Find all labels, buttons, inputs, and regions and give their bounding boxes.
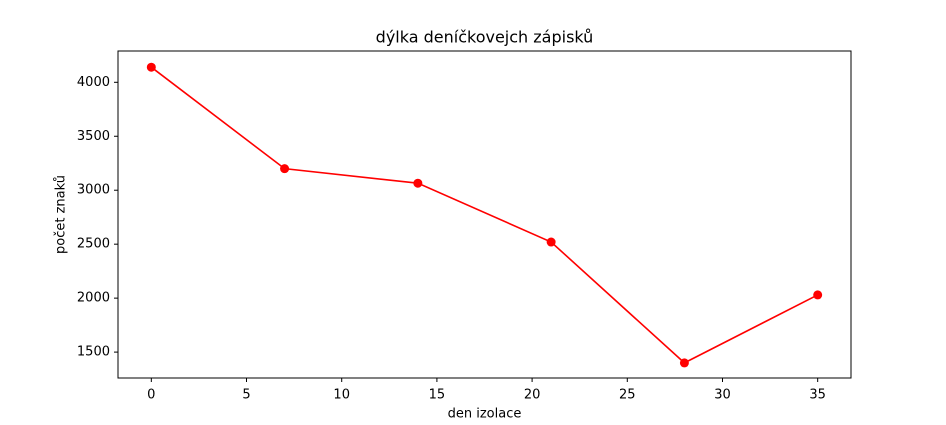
- x-tick-label: 25: [619, 388, 636, 403]
- x-tick-label: 30: [714, 388, 731, 403]
- x-tick-label: 5: [242, 388, 250, 403]
- x-tick-label: 15: [429, 388, 446, 403]
- line: [150, 66, 819, 364]
- y-tick-label: 1500: [77, 345, 110, 360]
- marker: [813, 290, 823, 300]
- y-tick-label: 2500: [77, 237, 110, 252]
- y-tick-label: 3000: [77, 183, 110, 198]
- x-tick-label: 20: [524, 388, 541, 403]
- marker: [146, 62, 156, 72]
- marker: [413, 178, 423, 188]
- x-tick-label: 0: [147, 388, 155, 403]
- marker: [546, 237, 556, 247]
- y-tick-label: 2000: [77, 291, 110, 306]
- y-tick-label: 4000: [77, 75, 110, 90]
- chart-title: dýlka deníčkovejch zápisků: [376, 28, 594, 47]
- y-tick-label: 3500: [77, 129, 110, 144]
- plot-frame: [117, 50, 852, 379]
- marker: [280, 164, 290, 174]
- x-axis-label: den izolace: [448, 407, 522, 422]
- x-tick-label: 35: [809, 388, 826, 403]
- x-tick-label: 10: [333, 388, 350, 403]
- y-axis-label: počet znaků: [54, 175, 69, 254]
- marker: [679, 358, 689, 368]
